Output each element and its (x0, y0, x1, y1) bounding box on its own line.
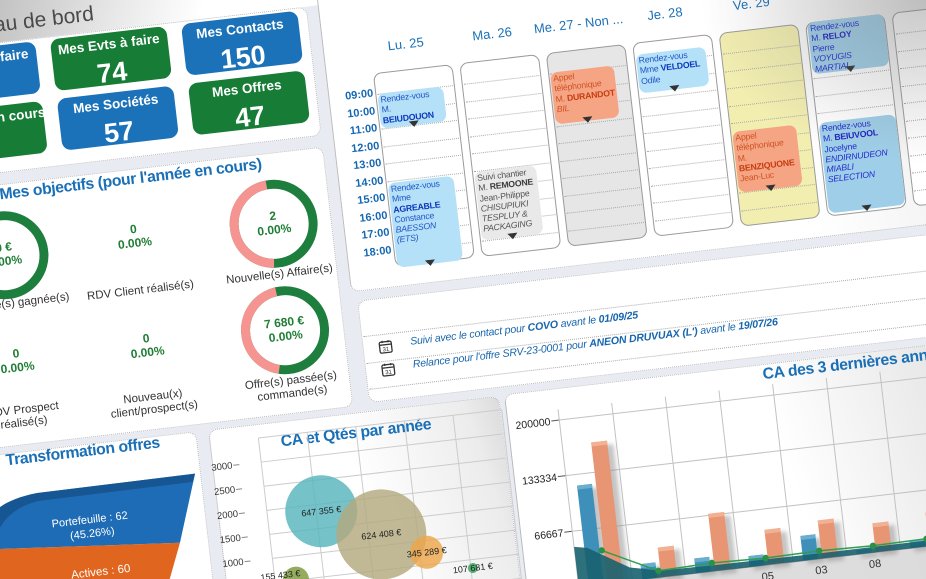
svg-text:31: 31 (385, 370, 393, 377)
svg-text:624 408 €: 624 408 € (361, 527, 402, 542)
svg-text:05: 05 (761, 570, 775, 579)
svg-text:155 433 €: 155 433 € (260, 568, 301, 579)
svg-text:(45.26%): (45.26%) (69, 525, 115, 542)
svg-text:107 681 €: 107 681 € (452, 561, 493, 576)
svg-text:66667: 66667 (534, 527, 565, 542)
svg-text:1500: 1500 (219, 533, 241, 546)
svg-text:2000: 2000 (216, 509, 238, 522)
svg-text:Actives : 60: Actives : 60 (71, 563, 131, 579)
svg-text:03: 03 (815, 564, 829, 577)
svg-text:31: 31 (382, 346, 390, 353)
svg-text:200000: 200000 (515, 416, 551, 432)
svg-text:3000: 3000 (211, 460, 233, 473)
svg-text:647 355 €: 647 355 € (301, 504, 342, 519)
svg-text:133334: 133334 (521, 472, 557, 488)
svg-text:345 289 €: 345 289 € (406, 545, 447, 560)
svg-text:08: 08 (868, 558, 882, 571)
svg-text:2500: 2500 (214, 485, 236, 498)
svg-text:1000: 1000 (222, 557, 244, 570)
